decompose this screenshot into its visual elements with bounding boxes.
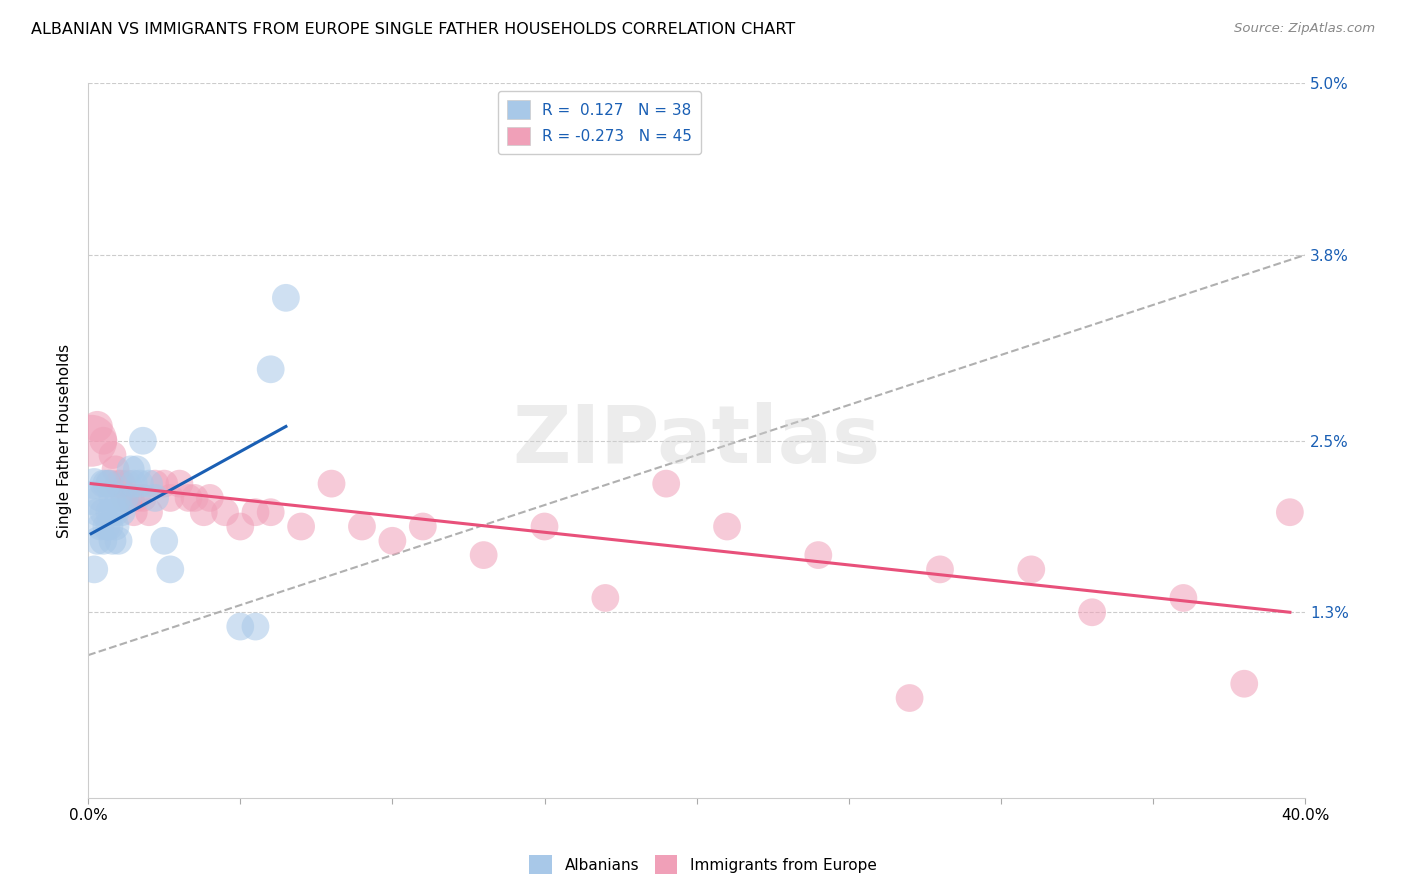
Point <box>321 476 343 491</box>
Point <box>177 491 200 505</box>
Point <box>104 519 127 533</box>
Point <box>132 491 155 505</box>
Point <box>83 562 105 576</box>
Point <box>98 476 121 491</box>
Point <box>96 476 118 491</box>
Text: ZIPatlas: ZIPatlas <box>513 401 880 480</box>
Legend: Albanians, Immigrants from Europe: Albanians, Immigrants from Europe <box>523 849 883 880</box>
Point <box>125 491 148 505</box>
Point <box>350 519 373 533</box>
Point <box>86 533 108 548</box>
Point <box>198 491 221 505</box>
Point <box>245 505 267 519</box>
Point <box>214 505 236 519</box>
Point <box>107 491 129 505</box>
Point <box>107 476 129 491</box>
Point <box>93 533 115 548</box>
Point <box>153 533 176 548</box>
Legend: R =  0.127   N = 38, R = -0.273   N = 45: R = 0.127 N = 38, R = -0.273 N = 45 <box>498 91 702 154</box>
Point <box>104 505 127 519</box>
Point <box>98 519 121 533</box>
Point <box>89 491 111 505</box>
Point <box>159 562 181 576</box>
Point <box>807 548 830 562</box>
Point <box>153 476 176 491</box>
Point <box>93 434 115 448</box>
Point <box>114 491 136 505</box>
Point <box>98 505 121 519</box>
Point <box>93 505 115 519</box>
Point <box>412 519 434 533</box>
Point <box>117 476 139 491</box>
Point <box>229 619 252 633</box>
Point <box>260 362 283 376</box>
Point <box>98 476 121 491</box>
Point <box>86 419 108 434</box>
Point <box>898 691 921 706</box>
Point <box>89 519 111 533</box>
Point <box>143 476 166 491</box>
Point <box>159 491 181 505</box>
Text: ALBANIAN VS IMMIGRANTS FROM EUROPE SINGLE FATHER HOUSEHOLDS CORRELATION CHART: ALBANIAN VS IMMIGRANTS FROM EUROPE SINGL… <box>31 22 796 37</box>
Point <box>83 476 105 491</box>
Point <box>114 491 136 505</box>
Point <box>122 505 145 519</box>
Point <box>101 448 124 462</box>
Point <box>96 519 118 533</box>
Point <box>245 619 267 633</box>
Point <box>193 505 215 519</box>
Point <box>110 476 132 491</box>
Point <box>138 476 160 491</box>
Point <box>1081 605 1104 619</box>
Point <box>110 505 132 519</box>
Point <box>1173 591 1195 605</box>
Point <box>138 505 160 519</box>
Point <box>655 476 678 491</box>
Point <box>716 519 738 533</box>
Point <box>93 476 115 491</box>
Point <box>143 491 166 505</box>
Point <box>80 434 103 448</box>
Point <box>80 491 103 505</box>
Point <box>929 562 952 576</box>
Point <box>86 505 108 519</box>
Point <box>120 491 142 505</box>
Point <box>274 291 297 305</box>
Point <box>107 533 129 548</box>
Point <box>183 491 205 505</box>
Point <box>169 476 191 491</box>
Point <box>122 476 145 491</box>
Point <box>1019 562 1042 576</box>
Point <box>125 462 148 476</box>
Point <box>229 519 252 533</box>
Point <box>101 533 124 548</box>
Point <box>128 476 150 491</box>
Text: Source: ZipAtlas.com: Source: ZipAtlas.com <box>1234 22 1375 36</box>
Point <box>595 591 617 605</box>
Point <box>290 519 312 533</box>
Point <box>101 505 124 519</box>
Y-axis label: Single Father Households: Single Father Households <box>58 343 72 538</box>
Point <box>120 462 142 476</box>
Point <box>1233 677 1256 691</box>
Point <box>132 434 155 448</box>
Point <box>381 533 404 548</box>
Point <box>1278 505 1301 519</box>
Point <box>117 491 139 505</box>
Point <box>101 491 124 505</box>
Point <box>260 505 283 519</box>
Point <box>104 462 127 476</box>
Point <box>472 548 495 562</box>
Point <box>533 519 555 533</box>
